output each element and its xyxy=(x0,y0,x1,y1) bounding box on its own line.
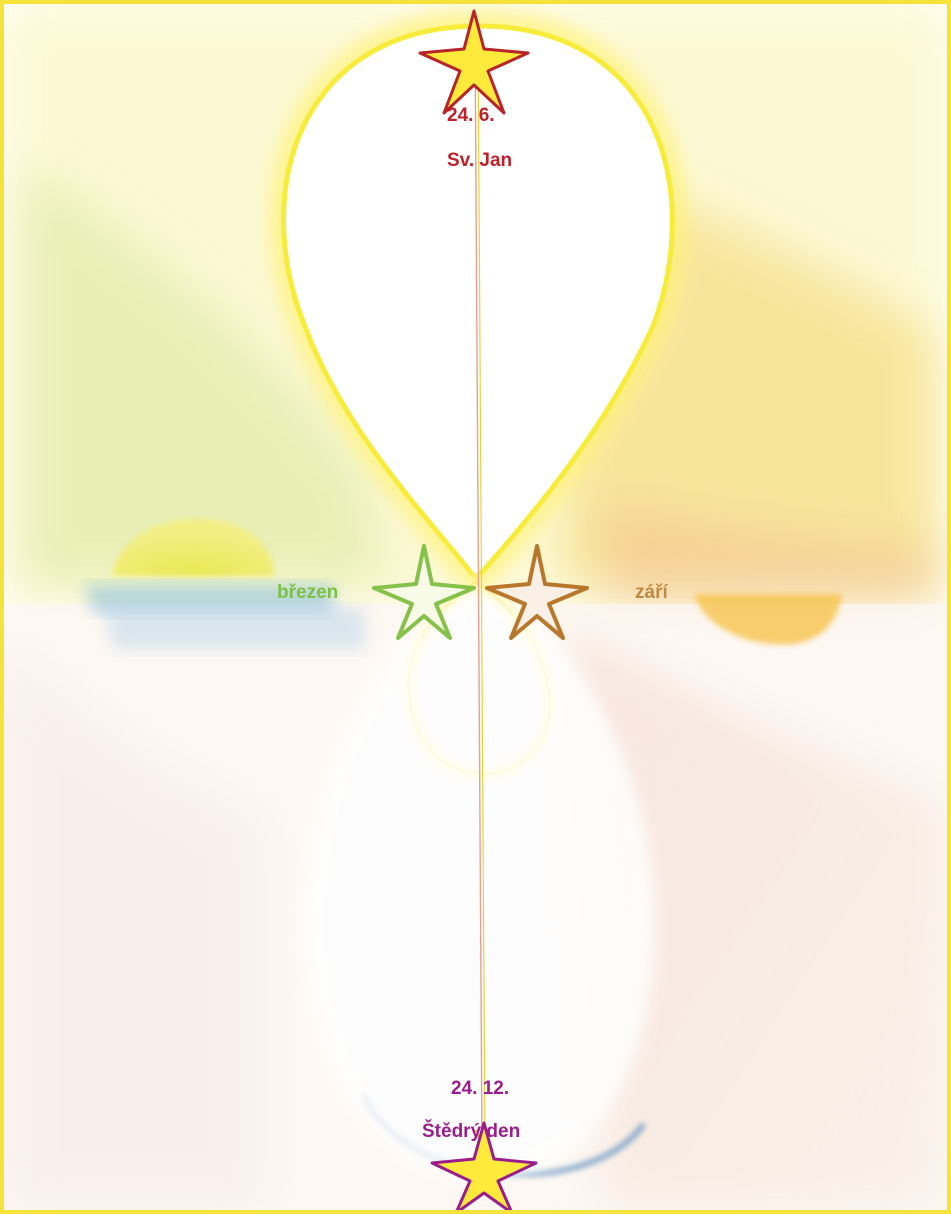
star-icon-winter xyxy=(430,1121,538,1210)
star-icon-summer xyxy=(418,9,530,115)
sunrise-scene xyxy=(84,519,364,649)
winter-loop xyxy=(304,582,654,1179)
summer-date-label: 24. 6. xyxy=(447,105,495,126)
spring-label: březen xyxy=(277,582,339,603)
autumn-label: září xyxy=(635,582,668,603)
winter-date-label: 24. 12. xyxy=(451,1078,510,1099)
star-icon-autumn xyxy=(485,544,589,640)
seasons-drawing xyxy=(4,4,947,1210)
star-icon-spring xyxy=(372,544,476,640)
summer-name-label: Sv. Jan xyxy=(447,150,513,171)
winter-name-label: Štědrý den xyxy=(422,1121,521,1142)
summer-loop xyxy=(268,10,688,603)
horizon xyxy=(74,573,947,582)
sunset-scene xyxy=(694,594,842,645)
